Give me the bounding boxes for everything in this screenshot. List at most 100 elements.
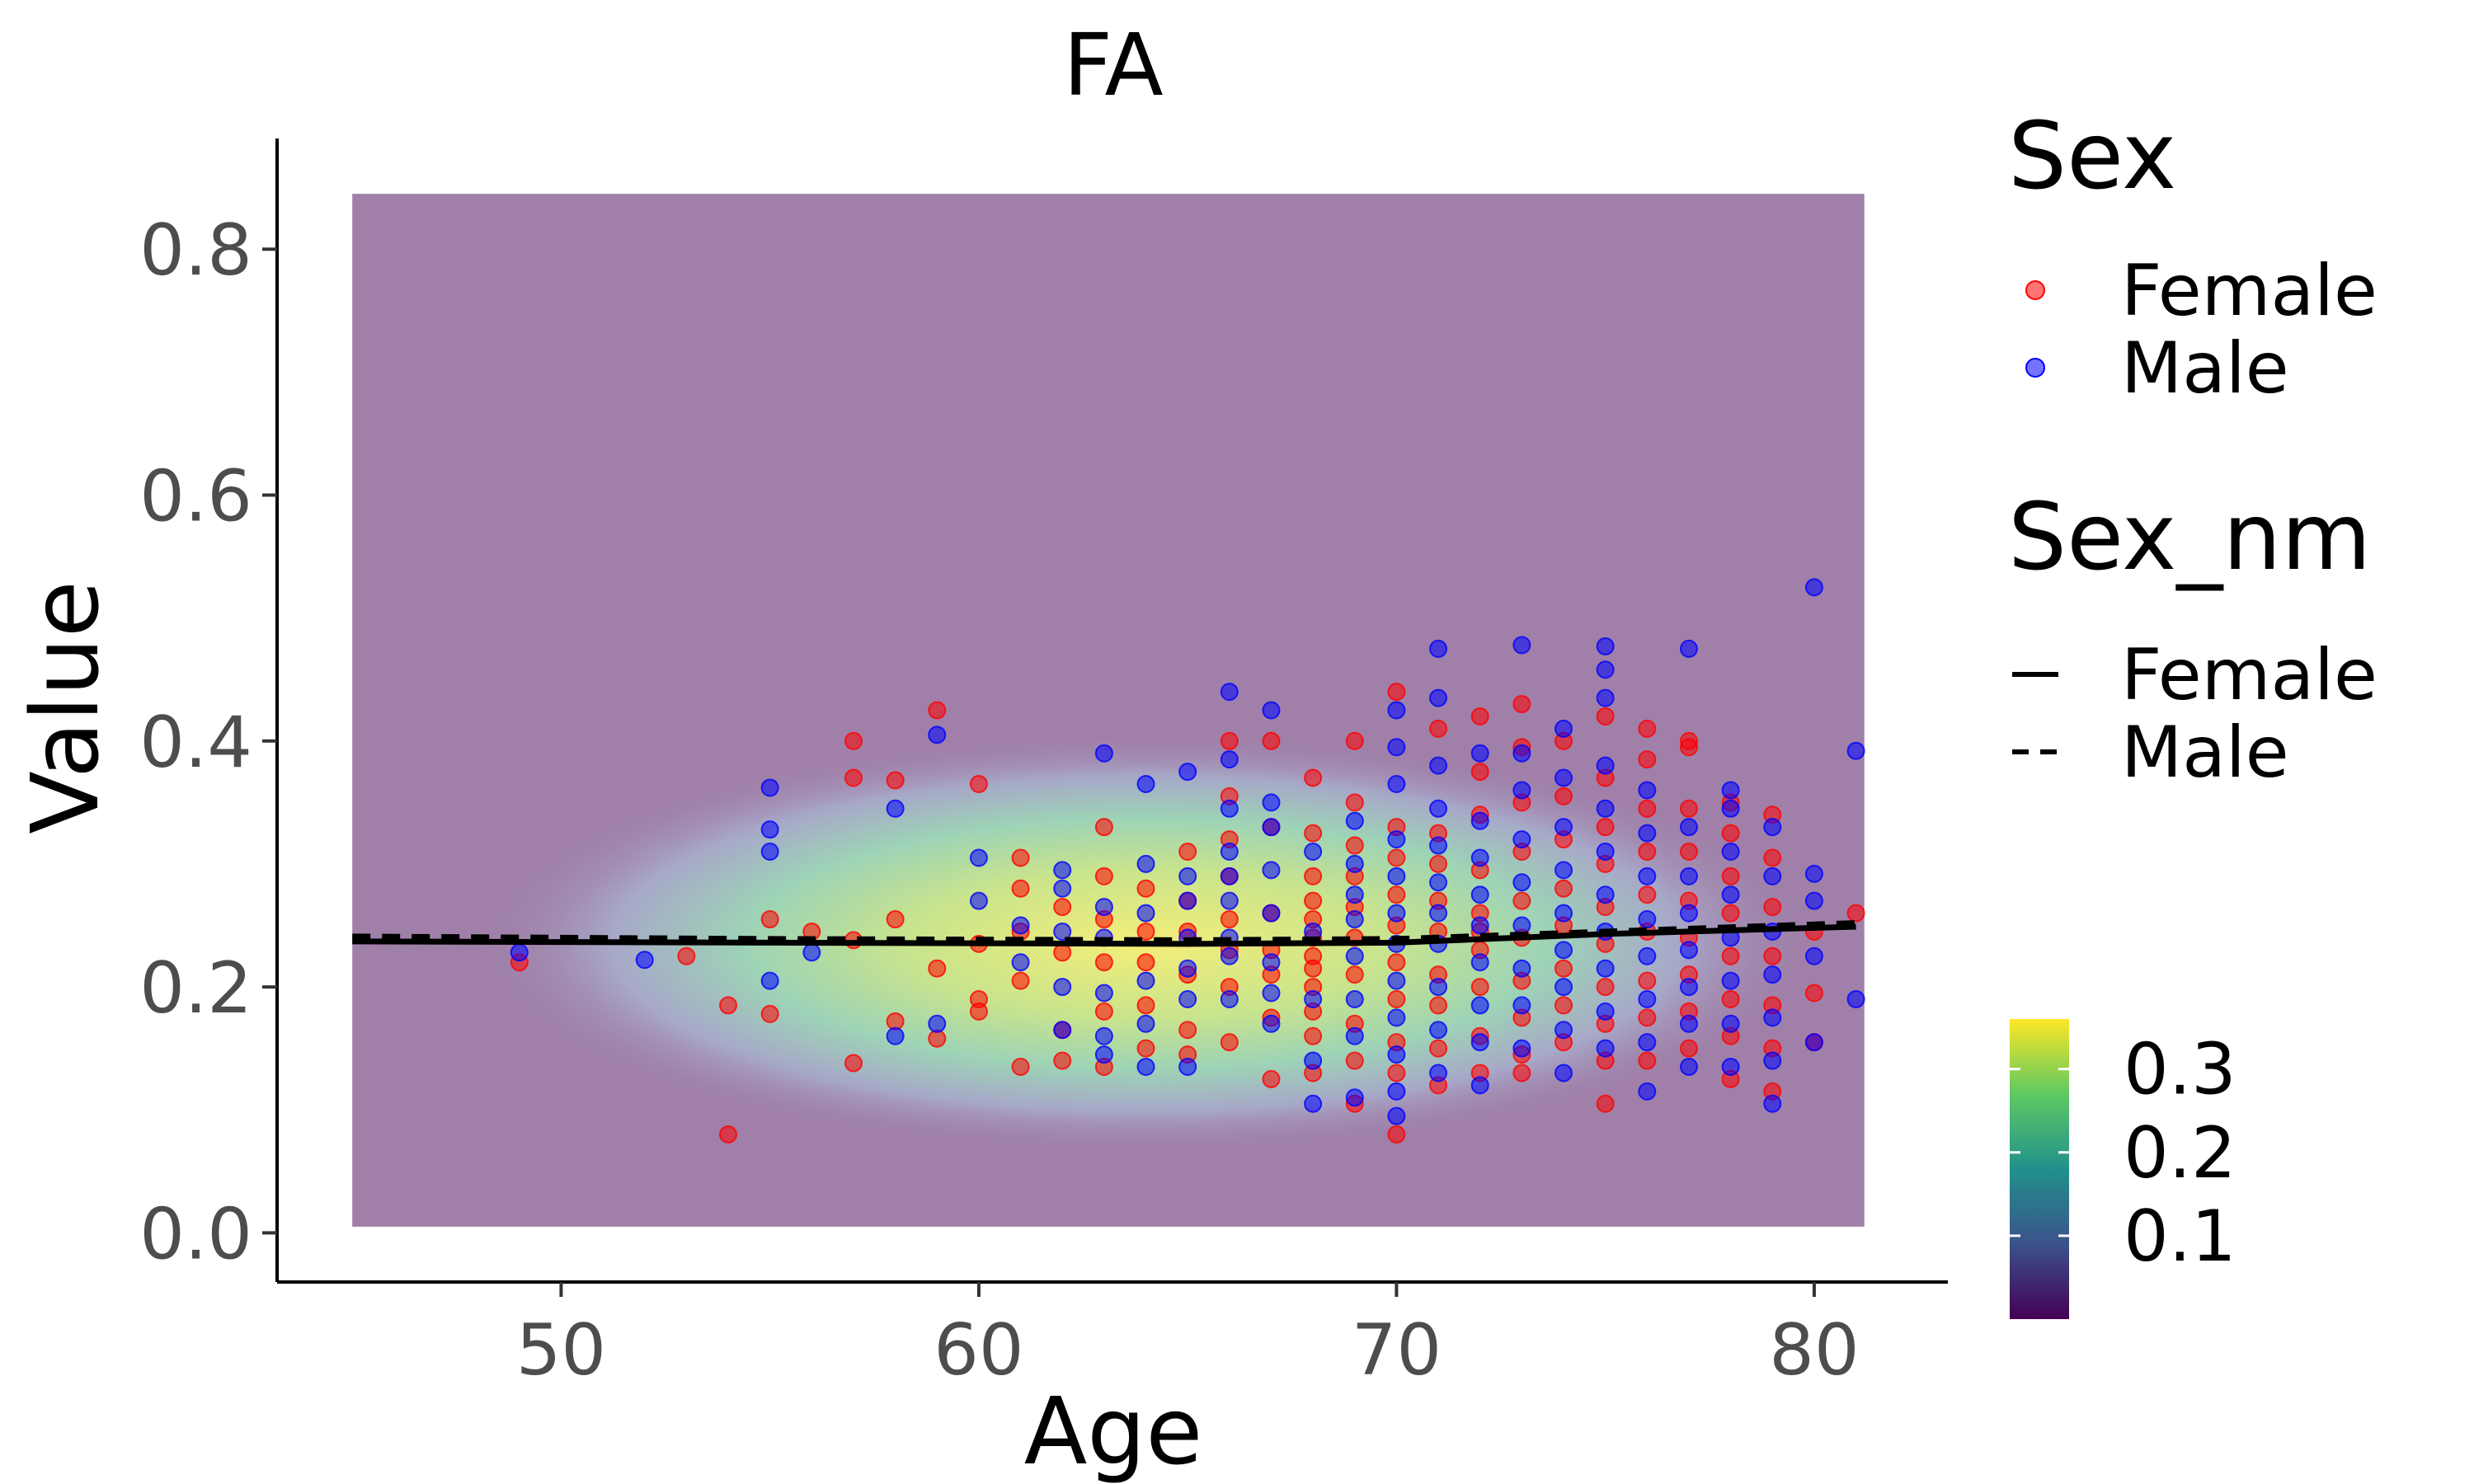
scatter-point-female bbox=[1011, 971, 1030, 990]
scatter-point-female bbox=[1429, 1039, 1448, 1058]
scatter-point-male bbox=[1596, 843, 1615, 862]
scatter-point-male bbox=[1470, 885, 1489, 904]
scatter-point-male bbox=[886, 799, 905, 818]
scatter-point-male bbox=[1094, 898, 1113, 917]
scatter-point-male bbox=[760, 820, 779, 839]
scatter-point-female bbox=[1053, 1051, 1072, 1070]
scatter-point-male bbox=[1638, 824, 1657, 843]
scatter-point-male bbox=[1804, 578, 1823, 597]
scatter-point-male bbox=[1470, 1033, 1489, 1052]
colorbar-gradient bbox=[2010, 1019, 2069, 1319]
scatter-point-female bbox=[1304, 891, 1323, 910]
scatter-point-male bbox=[1512, 959, 1531, 978]
scatter-point-male bbox=[1262, 818, 1281, 837]
legend-male-point bbox=[2025, 358, 2045, 378]
scatter-point-male bbox=[1470, 848, 1489, 867]
scatter-point-female bbox=[1094, 953, 1113, 972]
scatter-point-female bbox=[1136, 1039, 1155, 1058]
scatter-point-female bbox=[1304, 1026, 1323, 1045]
scatter-point-male bbox=[1094, 1045, 1113, 1064]
scatter-point-female bbox=[1679, 731, 1698, 750]
scatter-point-male bbox=[1220, 946, 1239, 965]
scatter-point-male bbox=[969, 848, 988, 867]
scatter-point-male bbox=[1053, 879, 1072, 898]
scatter-point-male bbox=[1804, 946, 1823, 965]
scatter-point-female bbox=[1053, 943, 1072, 962]
scatter-point-female bbox=[1094, 866, 1113, 885]
scatter-point-male bbox=[1512, 873, 1531, 892]
scatter-point-female bbox=[1345, 965, 1364, 984]
scatter-point-male bbox=[1053, 978, 1072, 997]
scatter-point-male bbox=[1596, 688, 1615, 707]
scatter-point-male bbox=[1554, 1064, 1573, 1082]
scatter-point-male bbox=[1262, 861, 1281, 880]
scatter-point-female bbox=[1429, 854, 1448, 873]
scatter-point-female bbox=[1721, 904, 1740, 923]
scatter-point-male bbox=[1178, 866, 1197, 885]
scatter-point-male bbox=[1554, 719, 1573, 738]
scatter-point-male bbox=[1554, 818, 1573, 837]
scatter-point-female bbox=[1512, 891, 1531, 910]
scatter-point-female bbox=[719, 996, 738, 1015]
scatter-point-female bbox=[1721, 946, 1740, 965]
fit-lines bbox=[352, 920, 1856, 947]
scatter-point-male bbox=[928, 1014, 947, 1033]
scatter-point-male bbox=[1763, 1051, 1782, 1070]
y-tick-label: 0.0 bbox=[139, 1193, 252, 1275]
scatter-point-male bbox=[1721, 1014, 1740, 1033]
scatter-point-male bbox=[1387, 1106, 1406, 1125]
scatter-point-male bbox=[1721, 781, 1740, 800]
scatter-point-male bbox=[1638, 946, 1657, 965]
scatter-point-male bbox=[1262, 953, 1281, 972]
scatter-point-female bbox=[1345, 836, 1364, 855]
scatter-point-female bbox=[760, 910, 779, 929]
scatter-point-female bbox=[1053, 898, 1072, 917]
scatter-point-male bbox=[1178, 1058, 1197, 1077]
scatter-point-male bbox=[1262, 984, 1281, 1003]
scatter-point-male bbox=[969, 891, 988, 910]
scatter-point-male bbox=[1470, 744, 1489, 763]
x-tick-label: 70 bbox=[1352, 1309, 1442, 1392]
scatter-point-male bbox=[1094, 744, 1113, 763]
scatter-point-male bbox=[1304, 1051, 1323, 1070]
scatter-point-male bbox=[1763, 1094, 1782, 1113]
scatter-point-male bbox=[1387, 904, 1406, 923]
scatter-point-female bbox=[1387, 683, 1406, 702]
x-axis-ticks: 50 60 70 80 bbox=[516, 1282, 1860, 1392]
scatter-point-female bbox=[1136, 879, 1155, 898]
scatter-point-male bbox=[1429, 978, 1448, 997]
scatter-point-male bbox=[1721, 971, 1740, 990]
scatter-point-male bbox=[1220, 843, 1239, 862]
scatter-point-male bbox=[1136, 971, 1155, 990]
scatter-point-male bbox=[1763, 965, 1782, 984]
colorbar-tick-label: 0.2 bbox=[2124, 1112, 2236, 1195]
scatter-point-female bbox=[1804, 984, 1823, 1003]
scatter-point-female bbox=[1387, 1125, 1406, 1144]
scatter-point-female bbox=[1638, 719, 1657, 738]
scatter-point-male bbox=[1512, 1039, 1531, 1058]
y-tick-label: 0.8 bbox=[139, 209, 252, 292]
legend-sex-title: Sex bbox=[2008, 103, 2176, 210]
scatter-point-male bbox=[1638, 781, 1657, 800]
scatter-point-female bbox=[1262, 1069, 1281, 1088]
scatter-point-male bbox=[1387, 830, 1406, 849]
x-tick-label: 60 bbox=[934, 1309, 1023, 1392]
scatter-point-male bbox=[1596, 756, 1615, 775]
scatter-point-male bbox=[1387, 738, 1406, 757]
scatter-point-male bbox=[1554, 978, 1573, 997]
scatter-point-male bbox=[1136, 1014, 1155, 1033]
y-tick-label: 0.2 bbox=[139, 947, 252, 1030]
scatter-point-male bbox=[760, 843, 779, 862]
scatter-point-female bbox=[844, 768, 863, 787]
scatter-point-male bbox=[1596, 959, 1615, 978]
scatter-point-female bbox=[928, 701, 947, 720]
scatter-point-female bbox=[1596, 818, 1615, 837]
scatter-point-female bbox=[1763, 946, 1782, 965]
scatter-point-male bbox=[1596, 799, 1615, 818]
scatter-point-male bbox=[1596, 1002, 1615, 1021]
scatter-point-male bbox=[1804, 891, 1823, 910]
scatter-point-male bbox=[1804, 864, 1823, 883]
scatter-point-male bbox=[1512, 781, 1531, 800]
scatter-point-male bbox=[1429, 1064, 1448, 1082]
scatter-point-male bbox=[1345, 946, 1364, 965]
